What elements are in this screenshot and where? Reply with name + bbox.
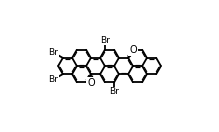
Text: Br: Br — [100, 36, 110, 44]
Text: O: O — [87, 78, 95, 88]
Text: O: O — [129, 45, 137, 55]
Text: Br: Br — [48, 48, 58, 57]
Text: Br: Br — [109, 88, 119, 96]
Text: Br: Br — [48, 75, 58, 84]
